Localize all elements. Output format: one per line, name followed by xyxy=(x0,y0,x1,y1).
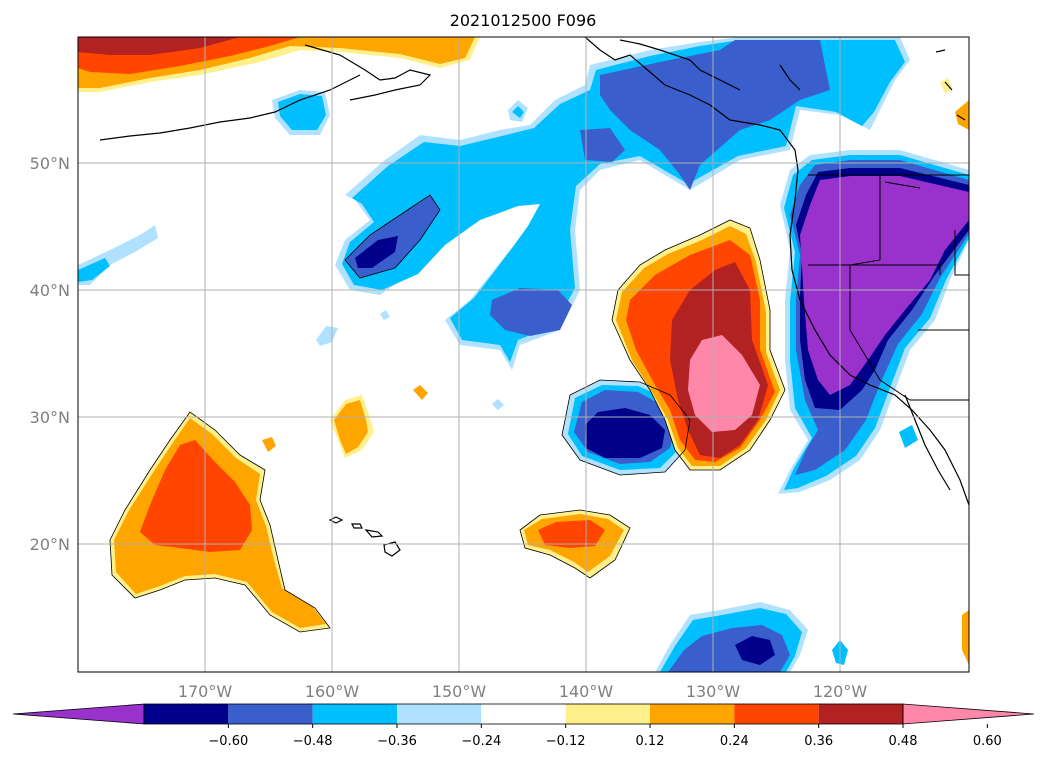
longitude-labels: 170°W 160°W 150°W 140°W 130°W 120°W xyxy=(178,682,868,701)
lon-label: 130°W xyxy=(686,682,741,701)
colorbar-tick-label: 0.48 xyxy=(889,734,918,749)
lon-label: 120°W xyxy=(813,682,868,701)
colorbar-tick-label: 0.12 xyxy=(636,734,665,749)
lon-label: 170°W xyxy=(178,682,233,701)
anomaly-hawaii-positive xyxy=(110,395,374,632)
map-frame xyxy=(77,36,970,673)
anomaly-aleutian-negative xyxy=(272,90,330,135)
colorbar-segment xyxy=(228,704,313,724)
lat-label: 30°N xyxy=(30,408,70,427)
lon-label: 160°W xyxy=(305,682,360,701)
colorbar-segment xyxy=(312,704,397,724)
colorbar-tick-label: −0.36 xyxy=(377,734,417,749)
colorbar-segment xyxy=(481,704,566,724)
latitude-labels: 50°N 40°N 30°N 20°N xyxy=(30,154,70,554)
colorbar-outline xyxy=(143,703,904,725)
anomaly-south-negative xyxy=(655,602,848,672)
colorbar-tick-label: −0.60 xyxy=(208,734,248,749)
lon-label: 140°W xyxy=(559,682,614,701)
political-boundaries xyxy=(808,174,969,401)
colorbar-tick-label: −0.12 xyxy=(546,734,586,749)
colorbar-segment xyxy=(144,704,229,724)
colorbar-tick-label: 0.60 xyxy=(973,734,1002,749)
anomaly-north-positive xyxy=(78,37,480,92)
colorbar-segment xyxy=(734,704,819,724)
colorbar-tick-label: 0.24 xyxy=(720,734,749,749)
lat-label: 50°N xyxy=(30,154,70,173)
colorbar-extend-high xyxy=(902,703,1035,725)
coastlines xyxy=(99,37,969,506)
colorbar-tick-label: −0.24 xyxy=(461,734,501,749)
anomaly-west-streak xyxy=(78,225,158,285)
lat-label: 20°N xyxy=(30,535,70,554)
anomaly-positive-tongue xyxy=(612,220,785,470)
colorbar-segment xyxy=(650,704,735,724)
contour-lines xyxy=(109,194,786,633)
colorbar-segment xyxy=(565,704,650,724)
lat-label: 40°N xyxy=(30,281,70,300)
colorbar-segment xyxy=(397,704,482,724)
lon-label: 150°W xyxy=(432,682,487,701)
anomaly-gulf-of-alaska-negative xyxy=(335,37,910,370)
anomaly-west-coast-negative xyxy=(778,150,969,494)
colorbar: −0.60 −0.48 −0.36 −0.24 −0.12 0.12 0.24 0.36 0.4… xyxy=(12,703,1035,749)
hawaiian-islands xyxy=(328,516,401,557)
colorbar-extend-low xyxy=(12,703,145,725)
map-title: 2021012500 F096 xyxy=(450,11,597,30)
graticule xyxy=(78,37,969,672)
colorbar-segment xyxy=(818,704,903,724)
map-area xyxy=(78,37,969,672)
colorbar-tick-label: −0.48 xyxy=(293,734,333,749)
colorbar-tick-label: 0.36 xyxy=(804,734,833,749)
